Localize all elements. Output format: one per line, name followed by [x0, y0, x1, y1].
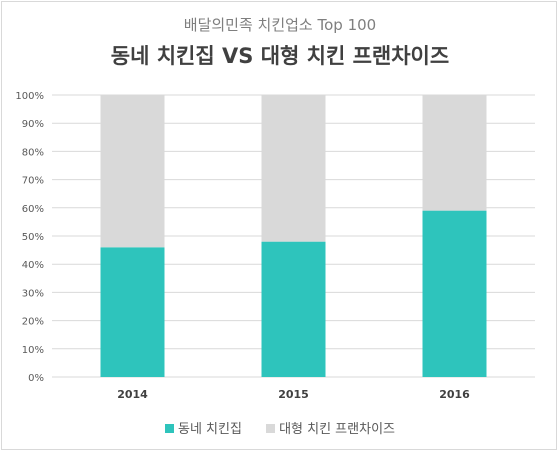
bar-segment-local [100, 247, 165, 377]
legend-swatch-local [165, 424, 174, 433]
legend-item-local: 동네 치킨집 [165, 418, 242, 437]
legend-label-local: 동네 치킨집 [178, 422, 242, 437]
y-tick-label: 10% [22, 345, 44, 356]
bar-segment-local [422, 210, 487, 377]
y-tick-label: 30% [22, 288, 44, 299]
y-tick-label: 0% [28, 373, 44, 384]
y-tick-label: 100% [15, 91, 44, 102]
y-tick-label: 80% [22, 147, 44, 158]
y-tick-label: 60% [22, 204, 44, 215]
y-tick-label: 40% [22, 260, 44, 271]
bar-segment-franchise [100, 95, 165, 248]
x-tick-label: 2015 [278, 388, 309, 401]
x-tick-label: 2014 [117, 388, 148, 401]
y-tick-label: 50% [22, 232, 44, 243]
legend-label-franchise: 대형 치킨 프랜차이즈 [279, 422, 395, 437]
bar-segment-local [261, 241, 326, 377]
chart-subtitle: 배달의민족 치킨업소 Top 100 [183, 16, 377, 34]
bar-segment-franchise [422, 95, 487, 211]
y-tick-label: 20% [22, 317, 44, 328]
chart-title: 동네 치킨집 VS 대형 치킨 프랜차이즈 [110, 44, 450, 68]
legend-item-franchise: 대형 치킨 프랜차이즈 [266, 418, 395, 437]
bar-segment-franchise [261, 95, 326, 242]
y-tick-label: 70% [22, 176, 44, 187]
legend-swatch-franchise [266, 424, 276, 433]
y-tick-label: 90% [22, 119, 44, 130]
chart-legend: 동네 치킨집 대형 치킨 프랜차이즈 [0, 418, 560, 437]
x-tick-label: 2016 [439, 388, 470, 401]
